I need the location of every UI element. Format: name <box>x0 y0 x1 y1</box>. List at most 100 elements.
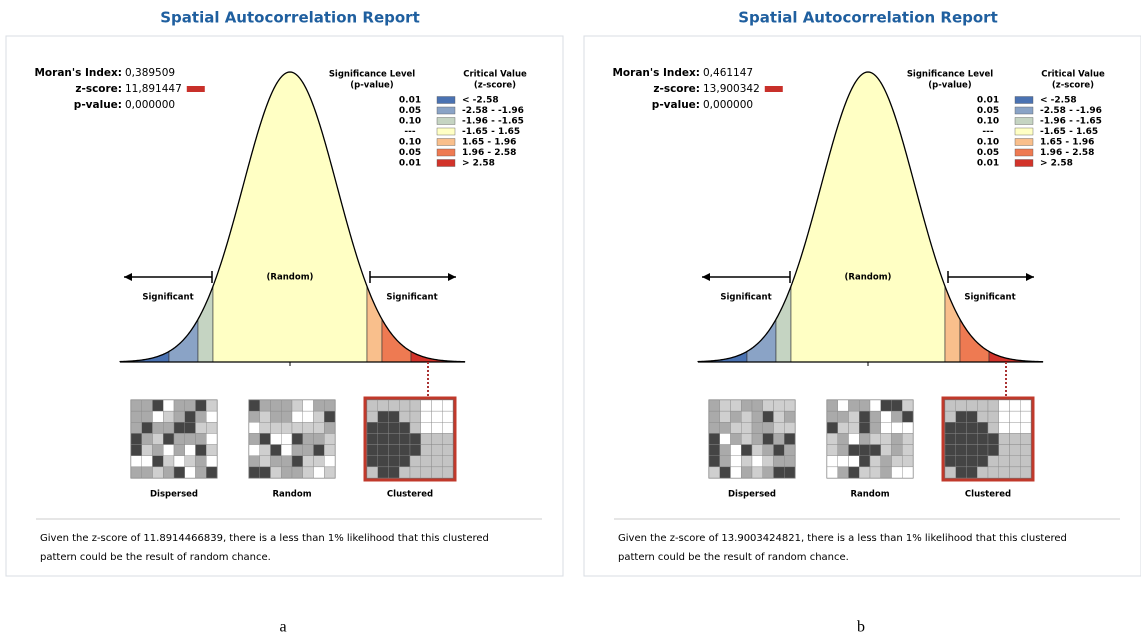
thumb-cell <box>731 400 742 411</box>
thumb-cell <box>902 467 913 478</box>
thumb-cell <box>378 456 389 467</box>
pattern-label: Clustered <box>387 490 433 500</box>
legend-z: > 2.58 <box>462 159 495 169</box>
pattern-label: Dispersed <box>728 490 776 500</box>
thumb-cell <box>174 400 185 411</box>
thumb-cell <box>303 456 314 467</box>
thumb-cell <box>741 422 752 433</box>
thumb-cell <box>271 467 282 478</box>
thumb-cell <box>314 400 325 411</box>
pattern-thumbnail <box>943 398 1033 480</box>
thumb-cell <box>1010 422 1021 433</box>
thumb-cell <box>1020 467 1031 478</box>
thumb-cell <box>399 422 410 433</box>
thumb-cell <box>1010 456 1021 467</box>
thumb-cell <box>838 456 849 467</box>
legend-p: 0.05 <box>399 106 421 116</box>
thumb-cell <box>174 422 185 433</box>
thumb-cell <box>196 467 207 478</box>
thumb-cell <box>763 433 774 444</box>
thumb-cell <box>185 411 196 422</box>
stat-label: z-score: <box>75 83 122 95</box>
thumb-cell <box>763 456 774 467</box>
thumb-cell <box>956 400 967 411</box>
thumb-cell <box>827 456 838 467</box>
thumb-cell <box>367 411 378 422</box>
thumb-cell <box>324 422 335 433</box>
thumb-cell <box>399 433 410 444</box>
thumb-cell <box>902 456 913 467</box>
thumb-cell <box>142 433 153 444</box>
legend-swatch <box>1015 97 1033 104</box>
thumb-cell <box>292 400 303 411</box>
legend-header: Significance Level <box>907 70 993 80</box>
legend-p: --- <box>982 127 993 137</box>
thumb-cell <box>378 411 389 422</box>
thumb-cell <box>956 456 967 467</box>
arrowhead <box>448 273 456 281</box>
curve-label: Significant <box>964 293 1015 303</box>
thumb-cell <box>709 433 720 444</box>
thumb-cell <box>741 411 752 422</box>
thumb-cell <box>281 422 292 433</box>
thumb-cell <box>881 422 892 433</box>
legend-z: -1.65 - 1.65 <box>462 127 520 137</box>
stat-label: z-score: <box>653 83 700 95</box>
thumb-cell <box>1020 411 1031 422</box>
thumb-cell <box>174 467 185 478</box>
thumb-cell <box>421 456 432 467</box>
thumb-cell <box>324 467 335 478</box>
thumb-cell <box>741 433 752 444</box>
stat-value: 11,891447 <box>125 83 182 95</box>
thumb-cell <box>142 467 153 478</box>
thumb-cell <box>784 467 795 478</box>
thumb-cell <box>870 433 881 444</box>
thumb-cell <box>249 467 260 478</box>
thumb-cell <box>988 422 999 433</box>
thumb-cell <box>752 445 763 456</box>
thumb-cell <box>838 445 849 456</box>
thumb-cell <box>153 433 164 444</box>
thumb-cell <box>142 422 153 433</box>
thumb-cell <box>378 433 389 444</box>
thumb-cell <box>1010 445 1021 456</box>
thumb-cell <box>870 411 881 422</box>
thumb-cell <box>1010 433 1021 444</box>
thumb-cell <box>881 433 892 444</box>
thumb-cell <box>196 400 207 411</box>
thumb-cell <box>763 411 774 422</box>
legend-swatch <box>1015 118 1033 125</box>
pattern-thumbnail <box>131 400 217 478</box>
thumb-cell <box>859 422 870 433</box>
thumb-cell <box>185 400 196 411</box>
legend-header: Critical Value <box>1041 70 1105 80</box>
thumb-cell <box>399 467 410 478</box>
thumb-cell <box>956 422 967 433</box>
thumb-cell <box>752 467 763 478</box>
thumb-cell <box>977 400 988 411</box>
thumb-cell <box>271 411 282 422</box>
thumb-cell <box>367 422 378 433</box>
thumb-cell <box>827 467 838 478</box>
thumb-cell <box>741 400 752 411</box>
thumb-cell <box>260 445 271 456</box>
thumb-cell <box>956 467 967 478</box>
legend-swatch <box>437 97 455 104</box>
thumb-cell <box>999 422 1010 433</box>
thumb-cell <box>849 456 860 467</box>
thumb-cell <box>292 467 303 478</box>
thumb-cell <box>410 422 421 433</box>
thumb-cell <box>260 433 271 444</box>
legend-header: (p-value) <box>350 81 394 91</box>
thumb-cell <box>752 433 763 444</box>
thumb-cell <box>977 411 988 422</box>
thumb-cell <box>196 445 207 456</box>
thumb-cell <box>163 411 174 422</box>
curve-region <box>698 351 747 362</box>
thumb-cell <box>314 411 325 422</box>
thumb-cell <box>945 445 956 456</box>
thumb-cell <box>281 411 292 422</box>
thumb-cell <box>153 467 164 478</box>
thumb-cell <box>1020 422 1031 433</box>
thumb-cell <box>774 400 785 411</box>
